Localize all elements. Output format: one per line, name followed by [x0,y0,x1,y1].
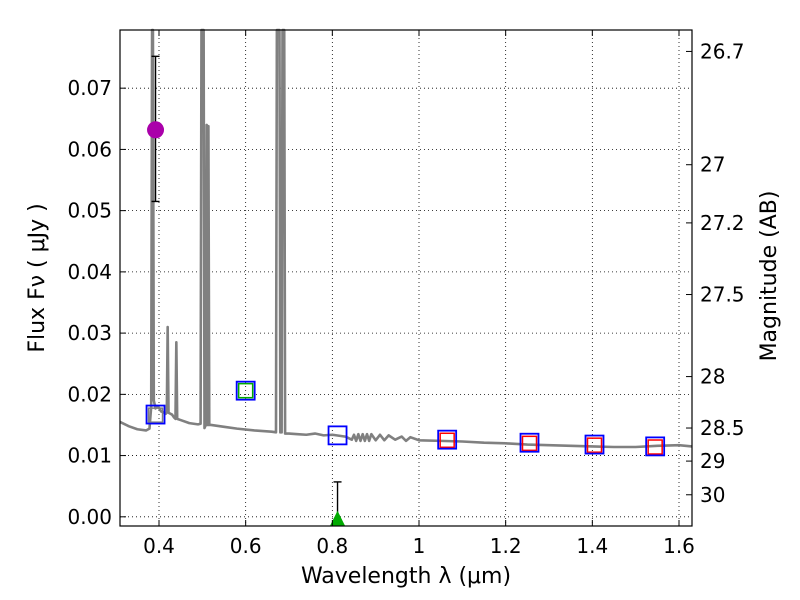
y-tick-label: 0.02 [67,382,112,406]
x-tick-label: 0.4 [143,534,175,558]
y-tick-label: 0.06 [67,137,112,161]
tick-layer: 0.4 0.6 0.8 1 1.2 1.4 1.6 0.00 0.01 0.02 0.03 0.04 0… [67,30,745,558]
photometry-square [584,434,605,455]
x-tick-label: 1.6 [663,534,695,558]
detection-circle [147,121,165,139]
right-tick-label: 27.2 [700,211,745,235]
model-layer [119,28,693,449]
sed-model-line [119,28,693,449]
x-tick-label: 1.2 [490,534,522,558]
right-tick-label: 27.5 [700,283,745,307]
y-tick-label: 0.03 [67,321,112,345]
right-axis-label: Magnitude (AB) [757,191,782,362]
right-tick-label: 28.5 [700,416,745,440]
y-tick-label: 0.07 [67,76,112,100]
x-tick-label: 0.6 [230,534,262,558]
y-tick-label: 0.05 [67,199,112,223]
x-tick-label: 1 [413,534,426,558]
grid-layer [120,30,692,526]
y-tick-label: 0.01 [67,444,112,468]
model-photometry-square [147,407,164,423]
model-photometry-square [237,382,254,399]
x-tick-label: 0.8 [316,534,348,558]
x-axis-label: Wavelength λ (μm) [301,564,511,589]
photometry-square [519,432,540,453]
y-axis-label: Flux Fν ( μJy ) [25,203,50,352]
y-tick-label: 0.00 [67,505,112,529]
photometry-square [145,404,166,425]
model-photometry-square [521,435,538,452]
right-tick-label: 30 [700,483,725,507]
model-photometry-square [439,432,455,449]
photometry-square [235,380,256,401]
x-tick-label: 1.4 [576,534,608,558]
plot-frame [119,29,693,527]
right-tick-label: 26.7 [700,39,745,63]
model-photometry-square [586,437,603,453]
model-photometry-square [647,439,663,455]
y-tick-label: 0.04 [67,260,112,284]
photometry-square [645,436,666,457]
right-tick-label: 28 [700,365,725,389]
photometry-square [327,425,348,446]
right-tick-label: 27 [700,153,725,177]
marker-layer [145,55,666,527]
right-tick-label: 29 [700,449,725,473]
photometry-square [437,429,458,450]
